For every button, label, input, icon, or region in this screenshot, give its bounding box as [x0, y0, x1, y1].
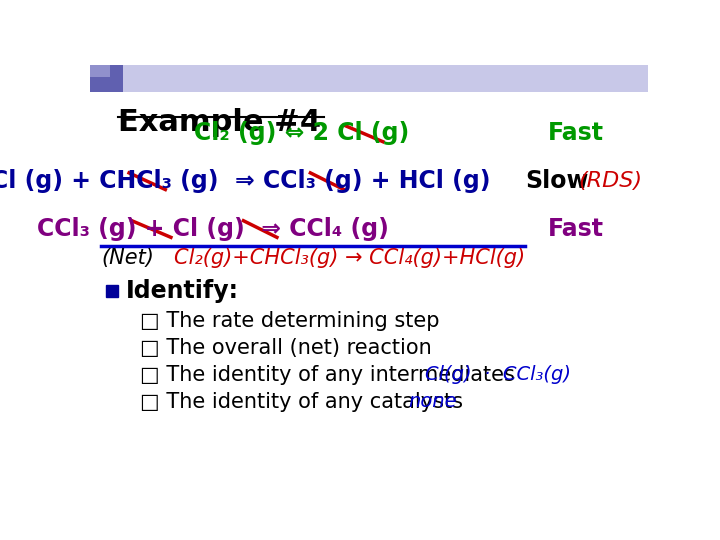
FancyBboxPatch shape [90, 65, 109, 77]
Text: □ The overall (net) reaction: □ The overall (net) reaction [140, 338, 432, 357]
Text: (Net): (Net) [101, 248, 154, 268]
Text: Cl(g)  ·  CCl₃(g): Cl(g) · CCl₃(g) [425, 365, 571, 384]
FancyBboxPatch shape [90, 65, 648, 92]
Text: CCl₃ (g) + Cl (g)  ⇒ CCl₄ (g): CCl₃ (g) + Cl (g) ⇒ CCl₄ (g) [37, 217, 389, 241]
Text: □ The identity of any intermediates: □ The identity of any intermediates [140, 364, 515, 384]
Text: Cl (g) + CHCl₃ (g)  ⇒ CCl₃ (g) + HCl (g): Cl (g) + CHCl₃ (g) ⇒ CCl₃ (g) + HCl (g) [0, 169, 490, 193]
Text: Slow: Slow [526, 169, 589, 193]
Text: Fast: Fast [547, 217, 603, 241]
Text: Example #4: Example #4 [118, 109, 321, 138]
Text: none: none [408, 392, 456, 411]
Text: Fast: Fast [547, 122, 603, 145]
Text: Cl₂(g)+CHCl₃(g) → CCl₄(g)+HCl(g): Cl₂(g)+CHCl₃(g) → CCl₄(g)+HCl(g) [174, 248, 525, 268]
FancyBboxPatch shape [90, 65, 124, 92]
Text: Identify:: Identify: [126, 279, 239, 303]
Text: □ The rate determining step: □ The rate determining step [140, 310, 440, 330]
Text: (RDS): (RDS) [578, 171, 642, 191]
Text: Cl₂ (g) ⇔ 2 Cl (g): Cl₂ (g) ⇔ 2 Cl (g) [194, 122, 410, 145]
Text: □ The identity of any catalysts: □ The identity of any catalysts [140, 392, 463, 411]
